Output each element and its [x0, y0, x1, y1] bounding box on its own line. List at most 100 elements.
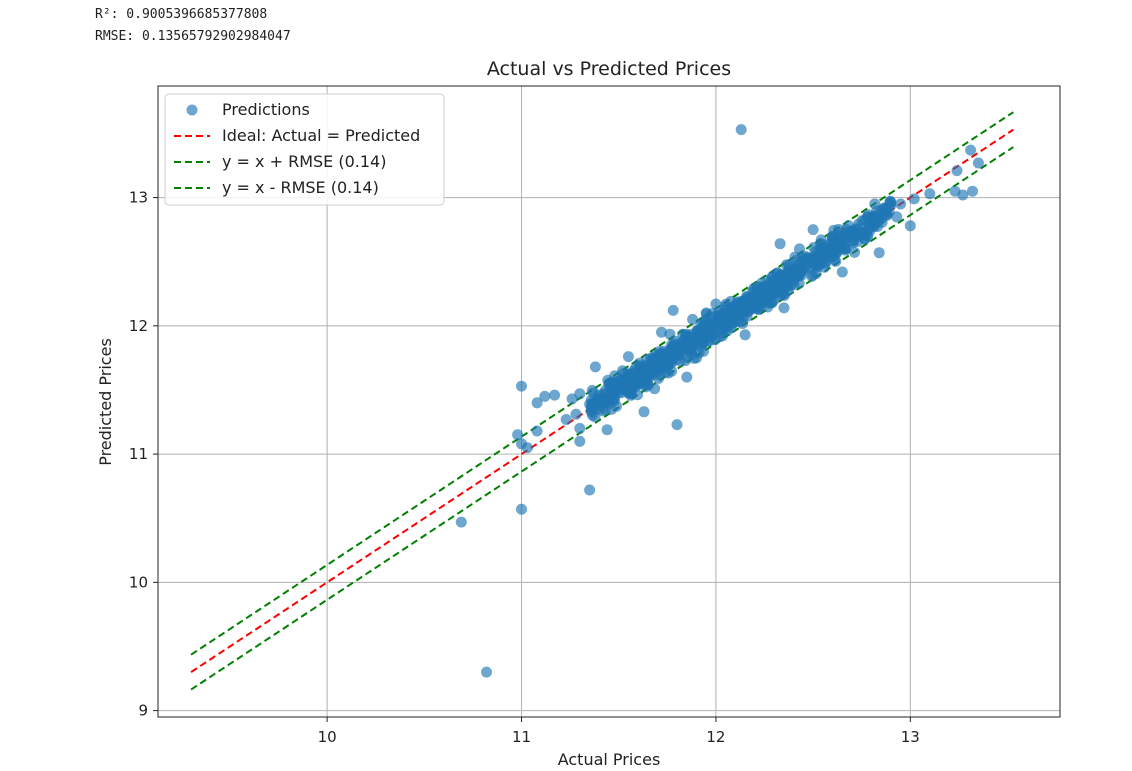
prediction-point	[680, 338, 691, 350]
prediction-point	[659, 350, 671, 362]
prediction-point	[574, 388, 586, 400]
prediction-point	[967, 185, 978, 197]
prediction-point	[653, 372, 665, 384]
prediction-point	[674, 346, 686, 358]
prediction-point	[681, 371, 693, 383]
prediction-point	[649, 383, 661, 395]
prediction-point	[650, 349, 662, 360]
prediction-point	[846, 228, 858, 239]
prediction-point	[729, 310, 741, 322]
prediction-point	[574, 422, 586, 434]
prediction-point	[691, 352, 702, 364]
prediction-point	[720, 301, 732, 313]
prediction-point	[560, 414, 572, 425]
prediction-point	[924, 188, 936, 200]
prediction-point	[574, 435, 586, 447]
x-tick-label: 12	[706, 728, 725, 746]
legend-box	[164, 93, 445, 206]
prediction-point	[663, 359, 675, 370]
prediction-point	[455, 516, 467, 528]
prediction-point	[747, 285, 759, 297]
rmse-lower-line	[190, 146, 1014, 691]
prediction-point	[671, 419, 683, 431]
prediction-point	[601, 424, 613, 436]
prediction-point	[605, 389, 617, 401]
axis-ticks: 10 11 12 13 9 10 11 12 13	[129, 189, 920, 746]
prediction-point	[777, 276, 789, 288]
prediction-point	[709, 334, 721, 346]
x-tick-label: 11	[512, 728, 531, 746]
prediction-point	[972, 157, 984, 169]
prediction-point	[849, 246, 860, 258]
prediction-point	[584, 398, 596, 410]
prediction-point	[521, 442, 533, 454]
prediction-point	[719, 324, 730, 336]
prediction-point	[873, 247, 885, 259]
prediction-point	[783, 259, 795, 271]
prediction-point	[687, 313, 699, 325]
prediction-point	[695, 318, 707, 330]
prediction-point	[539, 390, 551, 402]
rmse-readout: RMSE: 0.13565792902984047	[95, 29, 291, 44]
legend: Predictions Ideal: Actual = Predicted y = …	[164, 93, 445, 206]
prediction-point	[756, 293, 768, 305]
prediction-point	[656, 326, 667, 338]
prediction-point	[516, 380, 527, 392]
notebook-output: R²: 0.9005396685377808 RMSE: 0.135657929…	[95, 4, 291, 48]
prediction-point	[638, 406, 650, 418]
prediction-point	[739, 302, 750, 314]
y-tick-label: 11	[129, 445, 148, 463]
prediction-point	[827, 230, 839, 242]
prediction-point	[606, 403, 618, 415]
y-axis-label: Predicted Prices	[96, 338, 115, 466]
prediction-point	[516, 503, 527, 515]
prediction-point	[584, 484, 596, 496]
legend-marker	[186, 104, 198, 116]
prediction-point	[710, 298, 722, 310]
prediction-point	[609, 370, 621, 382]
prediction-point	[586, 384, 598, 396]
prediction-point	[589, 361, 601, 373]
prediction-point	[512, 429, 524, 441]
r2-readout: R²: 0.9005396685377808	[95, 7, 268, 22]
chart-title: Actual vs Predicted Prices	[487, 58, 731, 80]
prediction-point	[735, 124, 747, 136]
prediction-point	[830, 255, 842, 267]
x-tick-label: 13	[901, 728, 920, 746]
prediction-point	[765, 281, 777, 293]
prediction-point	[794, 243, 805, 255]
prediction-point	[908, 193, 920, 205]
prediction-point	[794, 265, 806, 277]
prediction-point	[481, 666, 492, 678]
prediction-point	[875, 204, 887, 216]
prediction-point	[531, 425, 543, 437]
prediction-points	[455, 124, 984, 678]
prediction-point	[904, 220, 916, 232]
legend-label: y = x - RMSE (0.14)	[222, 178, 379, 197]
prediction-point	[531, 397, 543, 409]
prediction-point	[885, 197, 897, 209]
prediction-point	[603, 378, 615, 389]
prediction-point	[664, 328, 676, 340]
prediction-point	[855, 228, 867, 240]
prediction-point	[593, 393, 605, 405]
prediction-point	[774, 238, 786, 250]
prediction-point	[703, 323, 715, 335]
prediction-point	[965, 144, 977, 156]
prediction-point	[643, 364, 655, 375]
prediction-point	[815, 238, 826, 250]
legend-label: Predictions	[222, 100, 310, 119]
x-axis-label: Actual Prices	[558, 750, 661, 769]
prediction-point	[817, 253, 829, 265]
prediction-point	[667, 304, 679, 316]
y-tick-label: 9	[138, 702, 148, 720]
y-tick-label: 12	[129, 317, 148, 335]
axes-frame	[157, 85, 1061, 718]
prediction-point	[570, 408, 582, 420]
prediction-point	[766, 297, 777, 309]
prediction-point	[951, 165, 963, 177]
prediction-point	[862, 211, 873, 223]
prediction-point	[739, 329, 751, 341]
prediction-point	[957, 189, 969, 201]
